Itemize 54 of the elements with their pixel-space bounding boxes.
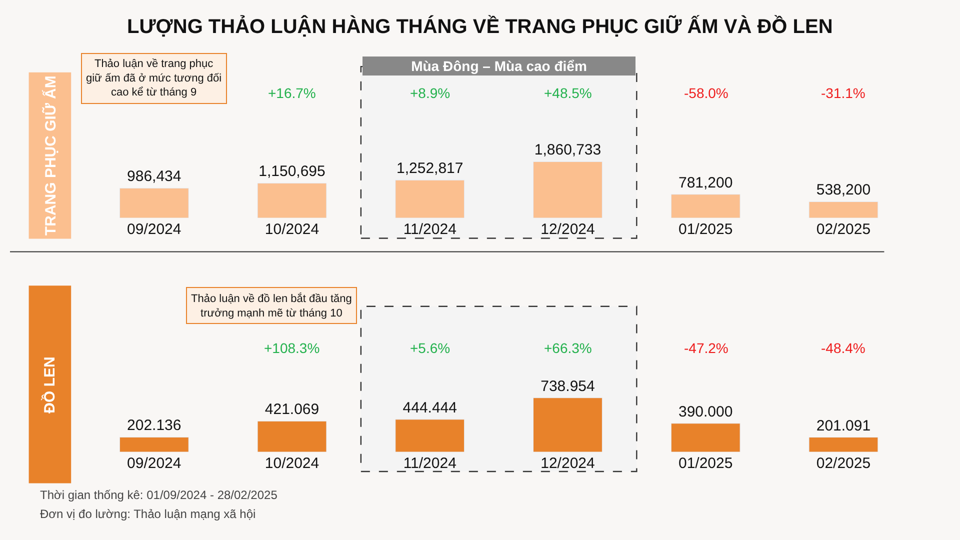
text: -31.1% <box>821 85 866 101</box>
data-label: 1,252,817 <box>396 160 464 178</box>
bar <box>119 436 189 452</box>
chart-title: LƯỢNG THẢO LUẬN HÀNG THÁNG VỀ TRANG PHỤC GIỮ ẤM VÀ ĐỒ LEN <box>127 15 833 38</box>
x-tick-label: 10/2024 <box>264 455 320 472</box>
x-tick-label: 02/2025 <box>816 221 871 238</box>
bar <box>533 161 602 218</box>
text: -48.4% <box>821 340 866 356</box>
bar <box>808 437 878 452</box>
x-tick-label: 10/2024 <box>264 221 320 238</box>
data-label: 1,150,695 <box>258 163 326 180</box>
x-tick-label: 01/2025 <box>678 455 733 472</box>
text: +8.9% <box>410 85 450 101</box>
bar <box>808 201 878 218</box>
text: -58.0% <box>684 85 728 101</box>
bar <box>395 180 465 218</box>
text: -47.2% <box>684 340 728 356</box>
bar <box>257 182 327 218</box>
bar <box>670 423 740 452</box>
data-label: 781,200 <box>678 174 733 192</box>
bar <box>533 398 602 452</box>
text: +5.6% <box>410 340 450 356</box>
data-label: 201.091 <box>816 417 871 434</box>
text: +48.5% <box>544 85 592 101</box>
text: +66.3% <box>544 340 592 356</box>
band-label: Mùa Đông – Mùa cao điểm <box>411 58 587 74</box>
data-label: 538,200 <box>816 182 871 199</box>
y-axis-title: TRANG PHỤC GIỮ ẤM <box>41 76 60 236</box>
x-tick-label: 02/2025 <box>816 455 871 472</box>
data-label: 1,860,733 <box>534 142 602 159</box>
data-label: 390.000 <box>678 403 733 420</box>
x-tick-label: 09/2024 <box>127 221 182 238</box>
x-tick-label: 09/2024 <box>127 455 182 472</box>
data-label: 738.954 <box>540 378 595 395</box>
x-tick-label: 12/2024 <box>540 221 595 238</box>
text: +16.7% <box>268 85 316 101</box>
x-tick-label: 12/2024 <box>540 455 595 472</box>
bar <box>670 194 740 218</box>
bar <box>257 420 327 452</box>
text: Đơn vị đo lường: Thảo luận mạng xã hội <box>40 507 256 521</box>
x-tick-label: 11/2024 <box>403 221 456 238</box>
bar <box>119 188 189 218</box>
text: +108.3% <box>264 340 320 356</box>
text: Thời gian thống kê: 01/09/2024 - 28/02/2025 <box>40 488 278 502</box>
text: Thảo luận về đồ len bắt đầu tăng trưởng mạnh mẽ từ tháng 10 <box>191 292 352 320</box>
data-label: 986,434 <box>127 168 182 186</box>
text: Thảo luận về trang phục giữ ấm đã ở mức tương đối cao kể từ tháng 9 <box>86 58 222 99</box>
bar <box>395 419 465 452</box>
data-label: 421.069 <box>264 401 320 418</box>
y-axis-title: ĐỒ LEN <box>40 356 59 414</box>
x-tick-label: 01/2025 <box>678 221 733 238</box>
data-label: 444.444 <box>402 399 457 416</box>
x-tick-label: 11/2024 <box>403 455 456 472</box>
data-label: 202.136 <box>127 417 182 434</box>
